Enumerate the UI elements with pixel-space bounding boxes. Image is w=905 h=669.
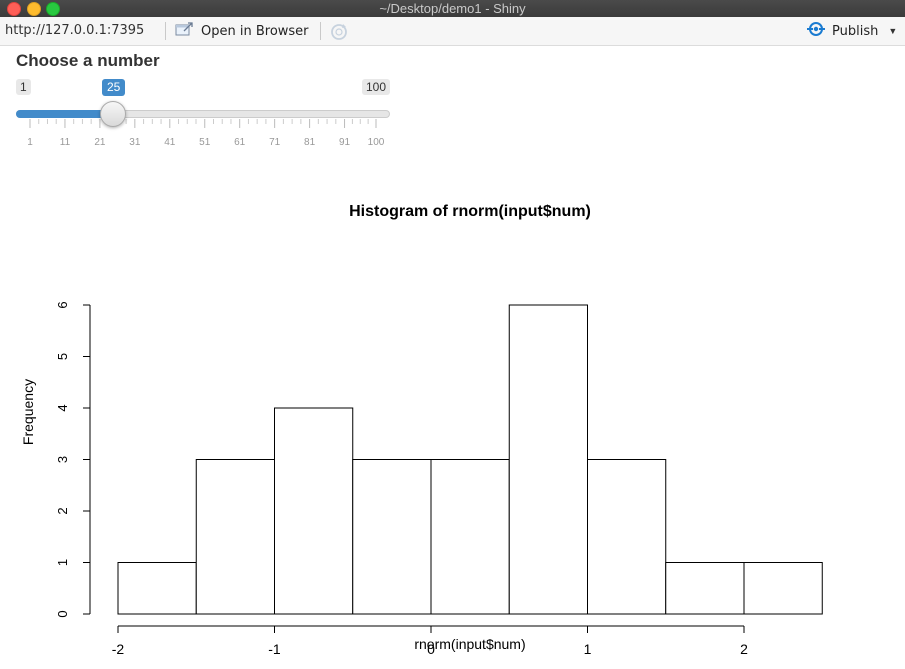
histogram-bar (430, 459, 510, 615)
chevron-down-icon[interactable]: ▼ (888, 26, 898, 36)
y-tick-label: 4 (55, 404, 70, 411)
slider-tick-label: 81 (304, 137, 316, 148)
y-axis: 0 1 2 3 4 5 6 (55, 301, 91, 618)
chart-ylabel: Frequency (20, 379, 36, 445)
y-tick-label: 5 (55, 353, 70, 360)
window-title: ~/Desktop/demo1 - Shiny (379, 1, 526, 16)
publish-button[interactable]: Publish ▼ (806, 21, 897, 41)
y-tick-label: 0 (55, 610, 70, 617)
x-tick-label: -2 (112, 641, 125, 657)
slider-tick-label: 71 (269, 137, 281, 148)
histogram-chart: Histogram of rnorm(input$num) rnorm(inpu… (20, 203, 823, 657)
y-tick-label: 2 (55, 507, 70, 514)
slider-tick-label: 11 (60, 137, 71, 148)
histogram-bar (195, 459, 275, 615)
slider-max-label: 100 (362, 79, 391, 95)
slider-tick-label: 61 (234, 137, 246, 148)
histogram-bar (587, 459, 667, 615)
histogram-bars (117, 304, 823, 615)
slider-tick-label: 100 (368, 137, 385, 148)
url-display[interactable]: http://127.0.0.1:7395 (5, 23, 145, 38)
minimize-window-button[interactable] (27, 2, 41, 16)
viewer-toolbar: http://127.0.0.1:7395 Open in Browser (0, 17, 905, 46)
histogram-bar (117, 562, 197, 615)
chart-title: Histogram of rnorm(input$num) (349, 203, 591, 220)
maximize-window-button[interactable] (46, 2, 60, 16)
slider-min-label: 1 (16, 79, 31, 95)
x-axis: -2 -1 0 1 2 (112, 625, 748, 657)
toolbar-divider (320, 22, 321, 40)
slider-tick-label: 31 (129, 137, 141, 148)
x-tick-label: 2 (740, 641, 748, 657)
slider-ticks: 1 11 21 31 41 51 61 71 81 91 100 (27, 119, 385, 148)
slider-tick-label: 21 (94, 137, 106, 148)
slider-tick-label: 41 (164, 137, 176, 148)
x-tick-label: 1 (584, 641, 592, 657)
refresh-button[interactable] (329, 22, 349, 42)
toolbar-divider (165, 22, 166, 40)
x-tick-label: 0 (427, 641, 435, 657)
slider-fill (16, 110, 114, 118)
close-window-button[interactable] (7, 2, 21, 16)
shiny-app-content: Choose a number 1 100 25 1 11 21 31 41 51 61 71… (0, 46, 905, 669)
publish-icon (806, 21, 826, 42)
y-tick-label: 1 (55, 559, 70, 566)
slider-value-label: 25 (102, 79, 126, 96)
histogram-bar (508, 304, 588, 615)
histogram-bar (665, 562, 745, 615)
slider-label: Choose a number (16, 51, 160, 70)
chart-xlabel: rnorm(input$num) (414, 636, 525, 652)
open-in-browser-button[interactable]: Open in Browser (175, 20, 309, 42)
open-in-browser-icon (175, 21, 195, 42)
y-tick-label: 6 (55, 301, 70, 308)
publish-label: Publish (832, 23, 879, 39)
histogram-bar (352, 459, 432, 615)
y-tick-label: 3 (55, 456, 70, 463)
refresh-icon (331, 24, 347, 40)
open-in-browser-label: Open in Browser (201, 23, 309, 39)
x-tick-label: -1 (268, 641, 281, 657)
slider-handle[interactable] (100, 101, 126, 127)
histogram-bar (274, 407, 354, 615)
slider-tick-label: 91 (339, 137, 351, 148)
slider-tick-label: 51 (199, 137, 211, 148)
slider-tick-label: 1 (27, 137, 33, 148)
window-titlebar: ~/Desktop/demo1 - Shiny (0, 0, 905, 17)
histogram-bar (743, 562, 823, 615)
